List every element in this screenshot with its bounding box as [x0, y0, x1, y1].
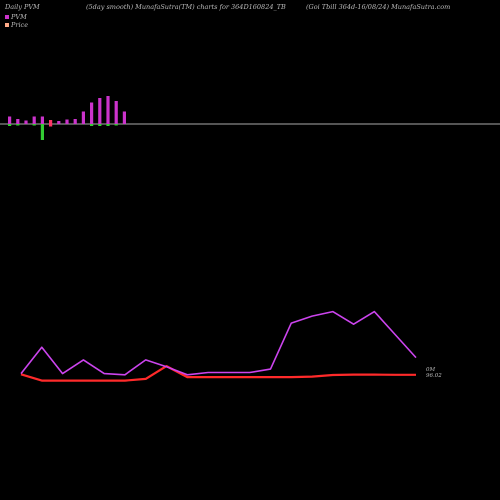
pvm-bar-negative — [16, 124, 20, 126]
pvm-bar-negative — [114, 124, 118, 126]
pvm-bar — [8, 116, 12, 124]
pvm-bar-negative — [106, 124, 110, 126]
end-label-price: 96.02 — [426, 373, 442, 379]
legend-label-pvm: PVM — [11, 13, 27, 21]
pvm-bar-negative — [49, 124, 53, 127]
pvm-bar — [73, 119, 77, 124]
pvm-line — [20, 310, 417, 376]
pvm-bar — [122, 111, 126, 124]
legend-swatch-price — [5, 23, 9, 27]
pvm-bar — [32, 116, 36, 124]
pvm-bar — [114, 101, 118, 124]
pvm-bar-negative — [98, 124, 102, 126]
pvm-bar — [98, 98, 102, 124]
pvm-bar — [81, 111, 85, 124]
pvm-bar — [16, 119, 20, 124]
legend-item-pvm: PVM — [5, 13, 27, 21]
pvm-bars — [0, 96, 500, 140]
pvm-bar — [65, 119, 69, 124]
chart-title-right: (Goi Tbill 364d-16/08/24) MunafaSutra.co… — [306, 3, 451, 11]
pvm-bar-negative — [32, 124, 36, 126]
pvm-bar-negative — [40, 124, 44, 140]
end-label-volume: 0M — [426, 367, 435, 373]
legend-swatch-pvm — [5, 15, 9, 19]
pvm-bar-negative — [8, 124, 12, 126]
pvm-bar — [57, 121, 61, 124]
chart-title-middle: (5day smooth) MunafaSutra(TM) charts for… — [86, 3, 286, 11]
pvm-bar — [24, 120, 28, 124]
pvm-bar — [40, 116, 44, 124]
pvm-bar — [106, 96, 110, 124]
pvm-bar — [49, 120, 53, 124]
price-line — [20, 365, 416, 382]
legend-label-price: Price — [11, 21, 29, 29]
chart-title-left: Daily PVM — [5, 3, 40, 11]
pvm-bar-negative — [90, 124, 94, 126]
price-pvm-lines — [20, 310, 417, 382]
legend-item-price: Price — [5, 21, 28, 29]
pvm-bar — [90, 102, 94, 124]
